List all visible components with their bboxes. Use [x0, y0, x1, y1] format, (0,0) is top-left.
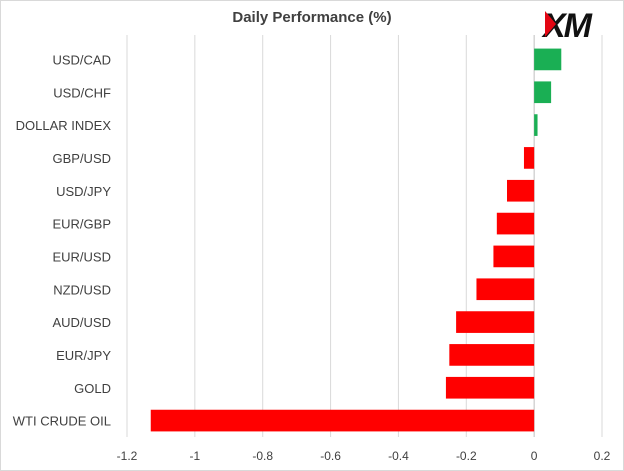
x-tick-label: -0.2 [456, 449, 477, 463]
category-label: USD/CHF [53, 85, 111, 100]
x-tick-label: -0.6 [320, 449, 341, 463]
x-tick-label: -0.4 [388, 449, 409, 463]
x-tick-label: 0 [531, 449, 538, 463]
category-label: NZD/USD [53, 282, 111, 297]
bar [150, 409, 535, 432]
category-label: EUR/GBP [52, 217, 111, 232]
bar [456, 311, 535, 333]
chart-title: Daily Performance (%) [232, 9, 392, 26]
category-label: USD/CAD [52, 52, 111, 67]
bar [534, 48, 562, 71]
x-tick-label: 0.2 [594, 449, 611, 463]
bar [534, 114, 538, 136]
bar [507, 179, 535, 202]
gridlines [126, 35, 603, 437]
logo-accent-icon [545, 11, 556, 37]
bar [496, 212, 535, 235]
bar [476, 278, 535, 301]
category-label: EUR/JPY [56, 348, 111, 363]
bar [493, 245, 535, 268]
x-tick-label: -1 [190, 449, 201, 463]
category-label: GBP/USD [52, 151, 111, 166]
bar [445, 376, 535, 399]
category-label: USD/JPY [56, 184, 111, 199]
category-label: WTI CRUDE OIL [13, 414, 111, 429]
category-labels: USD/CAD USD/CHF DOLLAR INDEX GBP/USD USD/JPY… [13, 52, 112, 428]
xm-logo: XM [543, 8, 621, 44]
category-label: EUR/USD [52, 249, 111, 264]
category-label: DOLLAR INDEX [16, 118, 112, 133]
x-axis-tick-labels: -1.2 -1 -0.8 -0.6 -0.4 -0.2 0 0.2 [117, 449, 611, 463]
x-tick-label: -1.2 [117, 449, 138, 463]
category-label: AUD/USD [52, 315, 111, 330]
category-label: GOLD [74, 381, 111, 396]
x-tick-label: -0.8 [252, 449, 273, 463]
bar [534, 81, 552, 104]
bars [150, 48, 562, 432]
bar [449, 344, 535, 366]
bar [523, 147, 535, 169]
